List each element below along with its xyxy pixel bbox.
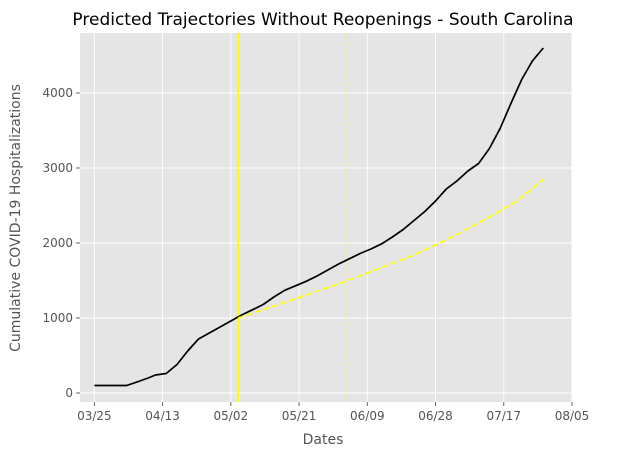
y-tick-label: 2000 (42, 236, 73, 250)
x-tick-label: 04/13 (145, 409, 180, 423)
x-tick-label: 03/25 (77, 409, 112, 423)
x-tick-label: 08/05 (555, 409, 590, 423)
x-axis-ticks: 03/25 04/13 05/02 05/21 06/09 06/28 07/17 08/05 (77, 402, 589, 423)
grid (80, 33, 573, 402)
x-tick-label: 06/09 (350, 409, 385, 423)
y-axis-ticks: 0 1000 2000 3000 4000 (42, 86, 80, 400)
plot-area (80, 33, 572, 402)
y-tick-label: 4000 (42, 86, 73, 100)
y-tick-label: 0 (65, 386, 73, 400)
chart-title: Predicted Trajectories Without Reopening… (72, 10, 573, 30)
y-tick-label: 3000 (42, 161, 73, 175)
x-axis-label: Dates (303, 432, 344, 448)
x-tick-label: 05/21 (282, 409, 317, 423)
series-group (94, 47, 544, 387)
x-tick-label: 06/28 (418, 409, 453, 423)
x-tick-label: 07/17 (486, 409, 521, 423)
x-tick-label: 05/02 (214, 409, 249, 423)
reference-lines (237, 33, 347, 402)
predicted-series-line (237, 178, 544, 319)
y-axis-label: Cumulative COVID-19 Hospitalizations (8, 84, 24, 352)
y-tick-label: 1000 (42, 311, 73, 325)
observed-series-line (94, 47, 544, 387)
